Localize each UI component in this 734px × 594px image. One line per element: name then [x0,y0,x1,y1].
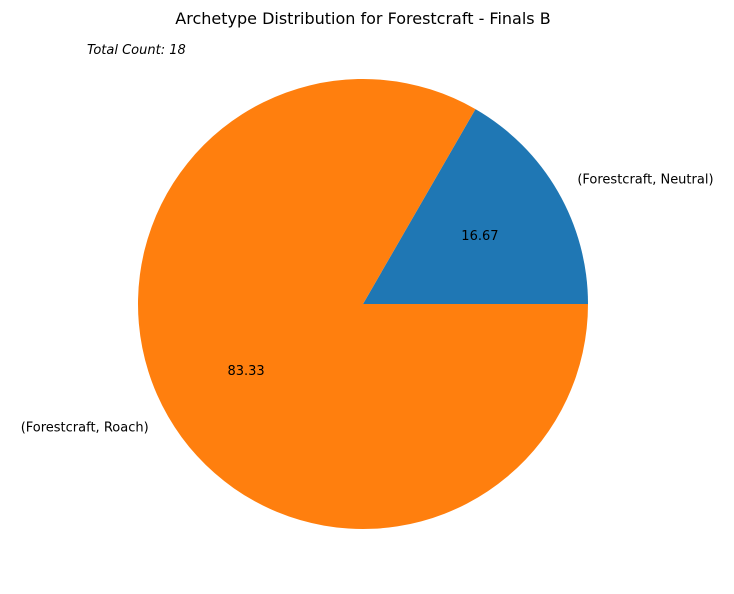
pie-labels: (Forestcraft, Neutral) 16.67 (Forestcraft,… [21,173,714,436]
slice-label-2: (Forestcraft, Roach) [21,420,149,435]
pie-slice-1 [363,109,588,304]
pie-slice-2 [138,79,589,529]
total-count-annotation: Total Count: 18 [87,43,186,58]
slice-label-1: (Forestcraft, Neutral) [577,173,713,188]
slice-value-label-2: 83.33 [227,364,264,379]
chart-title: Archetype Distribution for Forestcraft -… [175,9,550,28]
pie-slices [138,79,589,529]
slice-value-label-1: 16.67 [461,229,498,244]
